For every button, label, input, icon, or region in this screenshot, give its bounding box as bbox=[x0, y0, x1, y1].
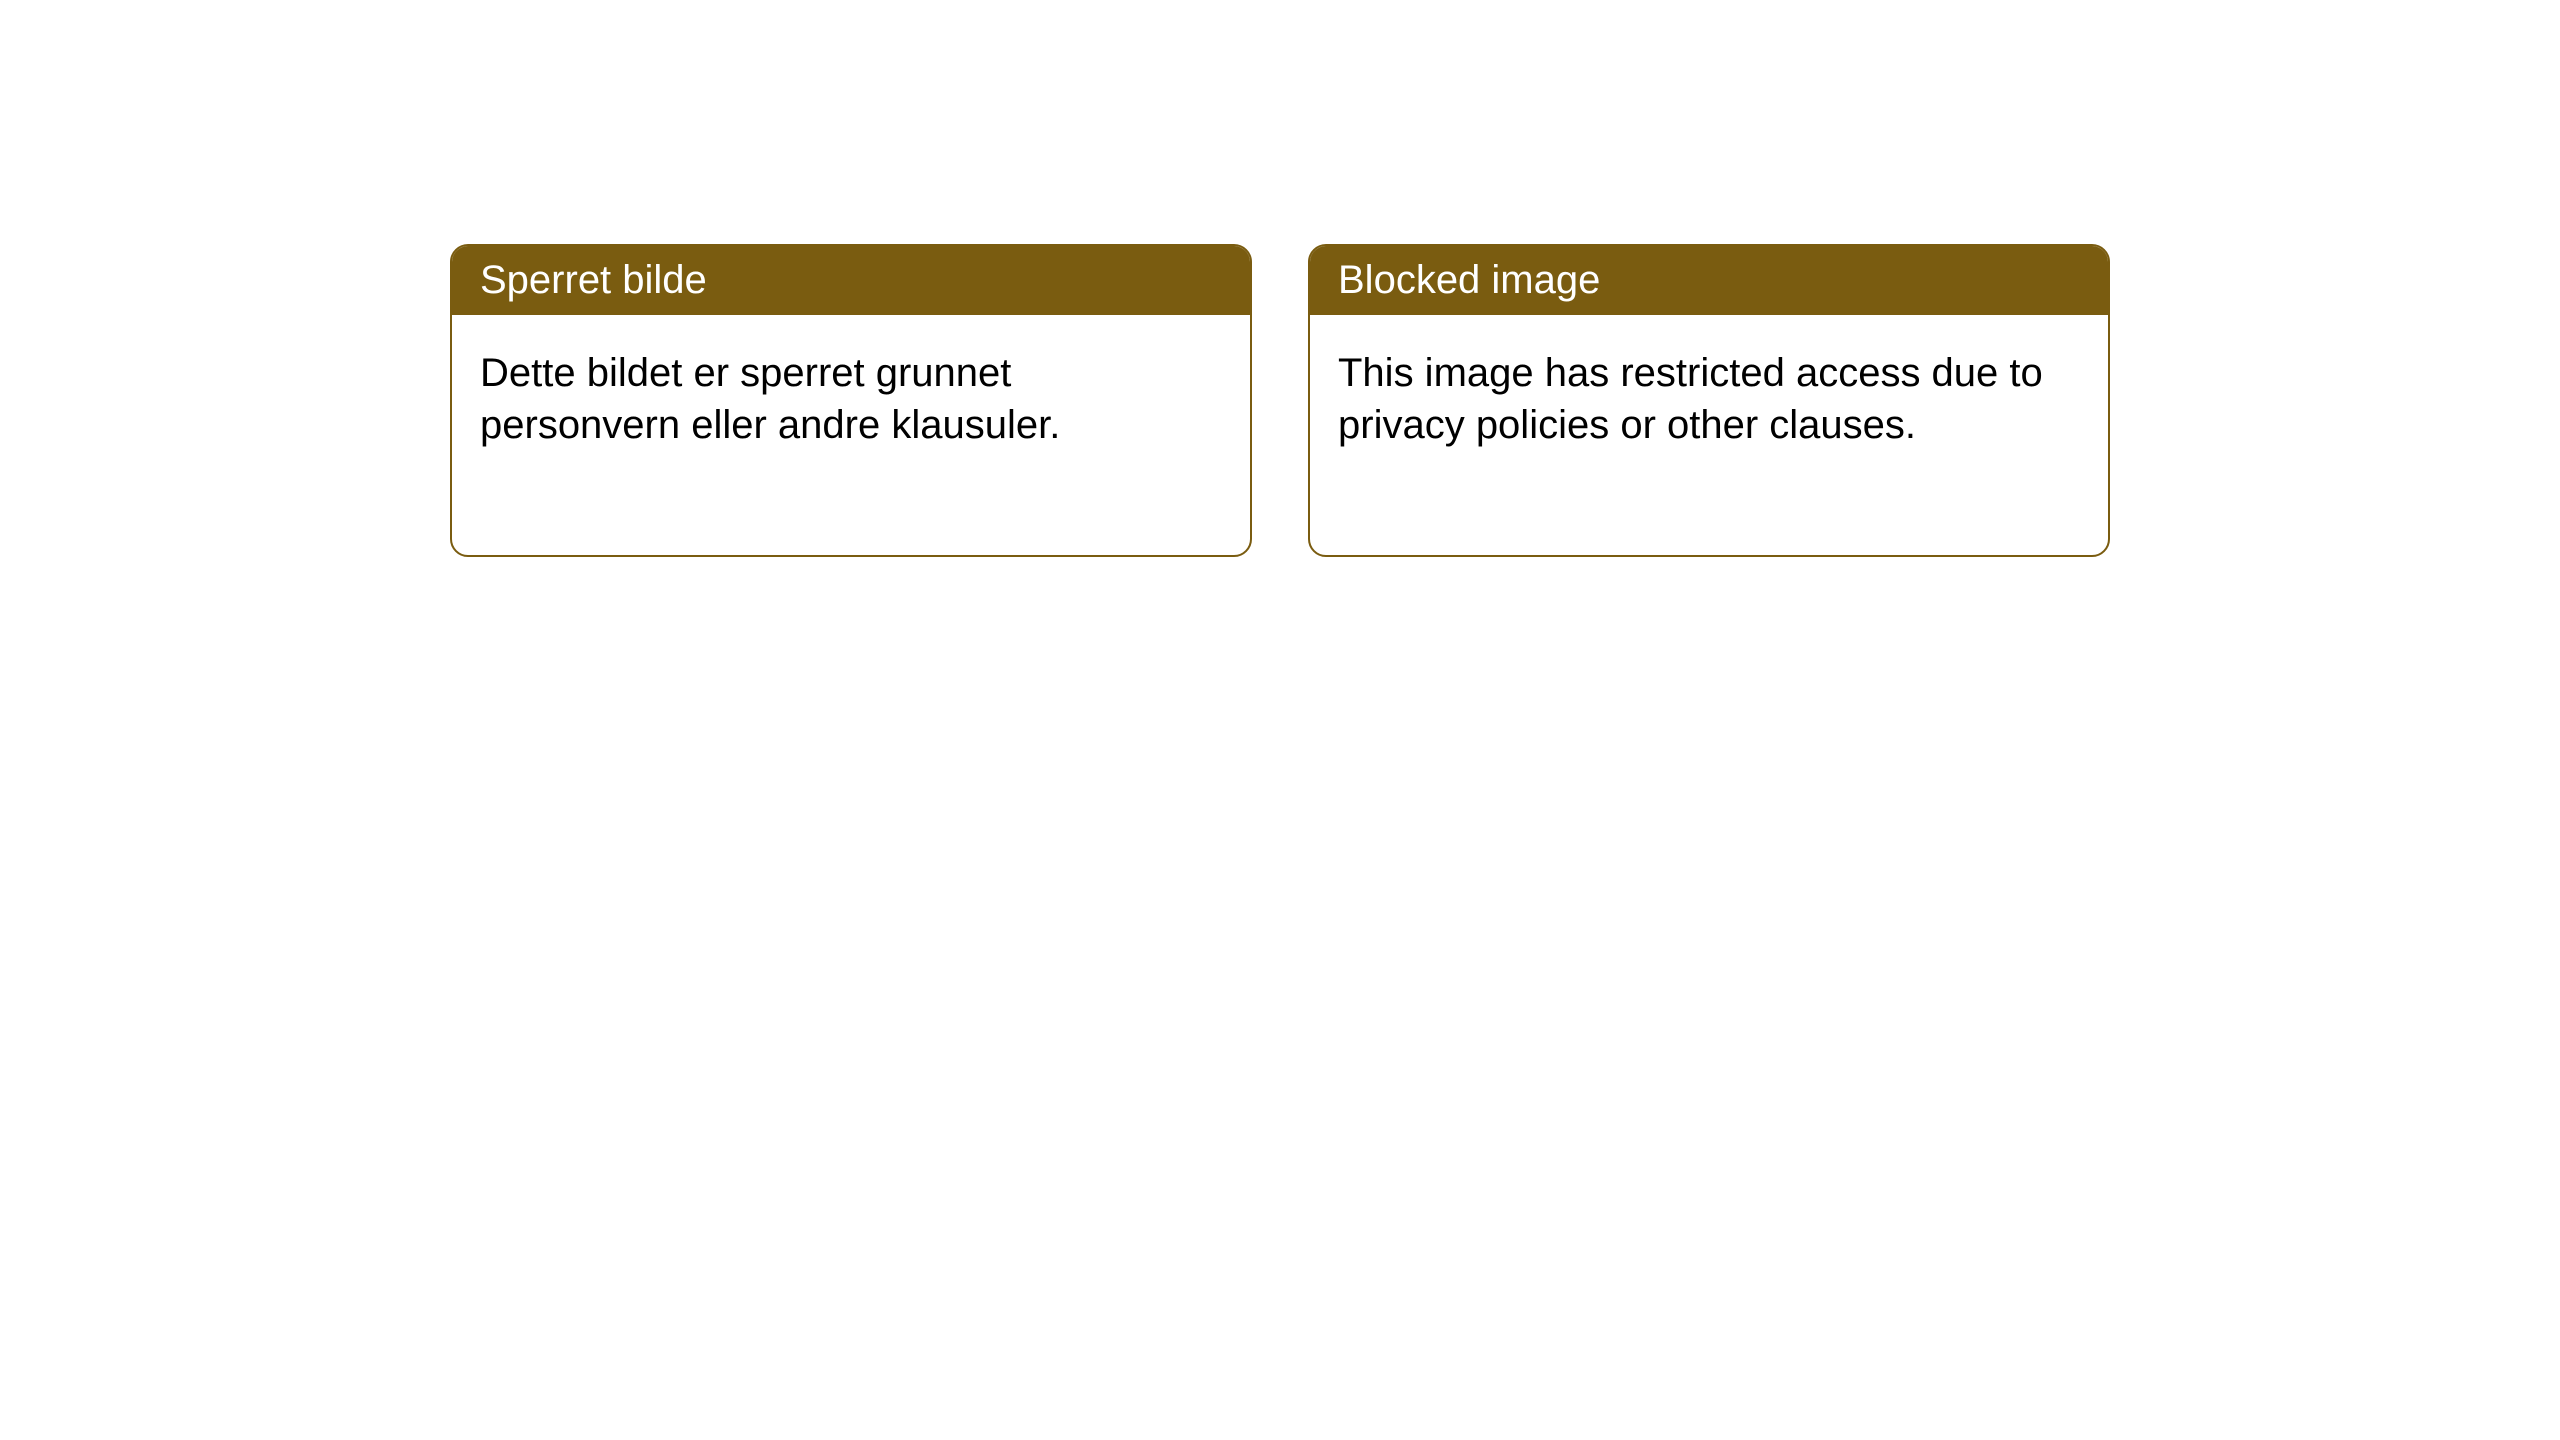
notice-title: Sperret bilde bbox=[480, 258, 707, 302]
notice-card-english: Blocked image This image has restricted … bbox=[1308, 244, 2110, 557]
notice-body: Dette bildet er sperret grunnet personve… bbox=[452, 315, 1250, 555]
notice-body-text: This image has restricted access due to … bbox=[1338, 351, 2043, 447]
notice-title: Blocked image bbox=[1338, 258, 1600, 302]
notice-header: Blocked image bbox=[1310, 246, 2108, 315]
notice-body-text: Dette bildet er sperret grunnet personve… bbox=[480, 351, 1060, 447]
notice-body: This image has restricted access due to … bbox=[1310, 315, 2108, 555]
notice-card-norwegian: Sperret bilde Dette bildet er sperret gr… bbox=[450, 244, 1252, 557]
notice-container: Sperret bilde Dette bildet er sperret gr… bbox=[450, 244, 2110, 557]
notice-header: Sperret bilde bbox=[452, 246, 1250, 315]
